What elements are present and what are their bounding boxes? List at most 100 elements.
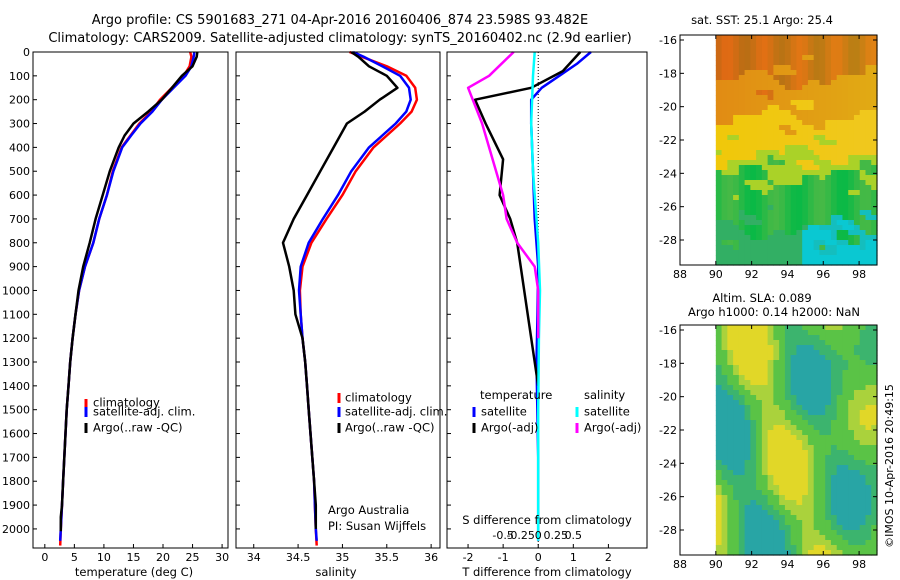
sla-cell: [779, 385, 786, 391]
sst-cell: [784, 75, 792, 81]
sla-cell: [848, 325, 855, 331]
sla-cell: [859, 500, 867, 506]
sst-cell: [773, 180, 780, 186]
sst-cell: [727, 60, 734, 66]
sst-cell: [727, 255, 734, 261]
sst-cell: [790, 75, 798, 81]
sst-cell: [721, 100, 728, 106]
sst-cell: [853, 240, 861, 246]
sst-cell: [773, 135, 780, 141]
sst-cell: [790, 115, 798, 121]
sla-cell: [733, 425, 740, 431]
sst-cell: [830, 170, 838, 176]
sst-cell: [865, 80, 872, 86]
sst-cell: [819, 110, 826, 116]
sst-cell: [825, 85, 832, 91]
sla-cell: [784, 420, 792, 426]
x-tick-label: 30: [215, 551, 229, 564]
sst-cell: [773, 220, 780, 226]
sst-cell: [853, 115, 861, 121]
sst-cell: [853, 125, 861, 131]
sst-cell: [756, 195, 763, 201]
sla-cell: [853, 430, 861, 436]
sst-cell: [790, 85, 798, 91]
sla-cell: [738, 345, 746, 351]
sla-cell: [784, 470, 792, 476]
sst-cell: [853, 85, 861, 91]
sst-cell: [853, 260, 861, 266]
sst-cell: [727, 245, 734, 251]
sla-cell: [842, 400, 849, 406]
sla-cell: [825, 535, 832, 541]
sla-cell: [802, 525, 809, 531]
sst-cell: [738, 85, 746, 91]
sst-cell: [853, 210, 861, 216]
sst-cell: [767, 165, 774, 171]
sla-cell: [825, 410, 832, 416]
sst-cell: [802, 85, 809, 91]
sst-cell: [796, 190, 803, 196]
sst-cell: [721, 260, 728, 266]
sla-cell: [779, 445, 786, 451]
sst-cell: [871, 190, 878, 196]
sla-cell: [819, 495, 826, 501]
sla-cell: [871, 405, 878, 411]
sst-cell: [773, 215, 780, 221]
sst-cell: [727, 55, 734, 61]
sst-cell: [744, 165, 751, 171]
sla-cell: [830, 550, 838, 556]
sst-cell: [790, 215, 798, 221]
sst-cell: [779, 60, 786, 66]
sla-cell: [715, 445, 723, 451]
sst-cell: [813, 140, 821, 146]
sla-cell: [790, 420, 798, 426]
sla-cell: [750, 480, 757, 486]
sla-cell: [761, 540, 769, 546]
sst-cell: [767, 160, 774, 166]
sst-cell: [790, 200, 798, 206]
map-x-tick-label: 92: [745, 558, 759, 571]
sst-cell: [744, 100, 751, 106]
sla-cell: [767, 395, 774, 401]
sla-cell: [871, 480, 878, 486]
sla-cell: [848, 420, 855, 426]
temperature-panel: temperature (deg C) climatology satellit…: [2, 46, 229, 579]
sst-cell: [750, 230, 757, 236]
sst-cell: [813, 235, 821, 241]
sst-cell: [761, 80, 769, 86]
sla-cell: [807, 325, 815, 331]
sla-cell: [727, 450, 734, 456]
sst-cell: [744, 110, 751, 116]
sst-cell: [790, 160, 798, 166]
sla-cell: [819, 540, 826, 546]
sst-cell: [853, 50, 861, 56]
sla-cell: [796, 360, 803, 366]
sla-cell: [802, 405, 809, 411]
sst-cell: [859, 250, 867, 256]
sst-cell: [848, 230, 855, 236]
sla-cell: [767, 545, 774, 551]
sla-cell: [790, 330, 798, 336]
x-tick-label: 10: [97, 551, 111, 564]
sst-cell: [750, 145, 757, 151]
sla-cell: [721, 465, 728, 471]
sst-cell: [756, 200, 763, 206]
sst-cell: [761, 235, 769, 241]
sst-cell: [830, 65, 838, 71]
sla-cell: [744, 405, 751, 411]
x-tick-label-T: -1: [498, 551, 509, 564]
sst-cell: [756, 245, 763, 251]
sla-cell: [807, 535, 815, 541]
sla-cell: [756, 550, 763, 556]
sst-cell: [836, 230, 844, 236]
sst-cell: [715, 240, 723, 246]
sst-cell: [796, 85, 803, 91]
sst-cell: [790, 260, 798, 266]
sla-cell: [727, 545, 734, 551]
sla-cell: [727, 515, 734, 521]
sla-cell: [738, 420, 746, 426]
sst-cell: [865, 115, 872, 121]
sst-cell: [819, 120, 826, 126]
sst-cell: [790, 230, 798, 236]
sst-cell: [767, 120, 774, 126]
